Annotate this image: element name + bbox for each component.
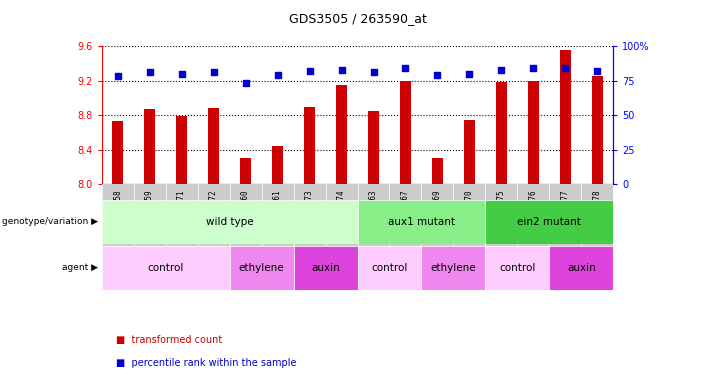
Text: control: control bbox=[372, 263, 408, 273]
Bar bbox=[560, 50, 571, 184]
Point bbox=[400, 65, 411, 71]
Point bbox=[336, 66, 347, 73]
Bar bbox=[304, 106, 315, 184]
Bar bbox=[496, 81, 507, 184]
Bar bbox=[592, 76, 603, 184]
Bar bbox=[485, 200, 613, 244]
Text: ethylene: ethylene bbox=[239, 263, 285, 273]
Text: agent ▶: agent ▶ bbox=[62, 263, 98, 272]
Point bbox=[176, 71, 187, 77]
Bar bbox=[485, 246, 550, 290]
Bar bbox=[102, 246, 230, 290]
Bar bbox=[144, 109, 155, 184]
Text: GSM179977: GSM179977 bbox=[561, 189, 570, 230]
Text: ■  percentile rank within the sample: ■ percentile rank within the sample bbox=[116, 358, 296, 368]
Text: GSM179959: GSM179959 bbox=[145, 189, 154, 230]
Text: ■  transformed count: ■ transformed count bbox=[116, 335, 222, 345]
Text: GSM179975: GSM179975 bbox=[497, 189, 506, 230]
Bar bbox=[358, 246, 421, 290]
Text: genotype/variation ▶: genotype/variation ▶ bbox=[2, 217, 98, 226]
Bar bbox=[336, 85, 347, 184]
Text: GDS3505 / 263590_at: GDS3505 / 263590_at bbox=[289, 12, 426, 25]
Text: GSM179971: GSM179971 bbox=[177, 189, 186, 230]
Bar bbox=[464, 119, 475, 184]
Point bbox=[112, 73, 123, 79]
Point bbox=[240, 80, 251, 86]
Point bbox=[464, 71, 475, 77]
Bar bbox=[176, 116, 187, 184]
Bar bbox=[400, 81, 411, 184]
Point bbox=[432, 72, 443, 78]
Bar bbox=[421, 246, 485, 290]
Bar bbox=[294, 246, 358, 290]
Bar bbox=[230, 246, 294, 290]
Bar bbox=[272, 146, 283, 184]
Text: control: control bbox=[499, 263, 536, 273]
Text: GSM179978: GSM179978 bbox=[593, 189, 602, 230]
Text: auxin: auxin bbox=[311, 263, 340, 273]
Point bbox=[560, 65, 571, 71]
Text: wild type: wild type bbox=[206, 217, 253, 227]
Text: GSM179958: GSM179958 bbox=[113, 189, 122, 230]
Text: ein2 mutant: ein2 mutant bbox=[517, 217, 581, 227]
Point bbox=[144, 69, 155, 75]
Point bbox=[368, 69, 379, 75]
Bar bbox=[368, 111, 379, 184]
Text: GSM179969: GSM179969 bbox=[433, 189, 442, 230]
Point bbox=[304, 68, 315, 74]
Bar bbox=[432, 158, 443, 184]
Bar bbox=[528, 81, 539, 184]
Point bbox=[496, 66, 507, 73]
Text: control: control bbox=[147, 263, 184, 273]
Text: GSM179976: GSM179976 bbox=[529, 189, 538, 230]
Point bbox=[208, 69, 219, 75]
Text: aux1 mutant: aux1 mutant bbox=[388, 217, 455, 227]
Text: GSM179960: GSM179960 bbox=[241, 189, 250, 230]
Text: ethylene: ethylene bbox=[430, 263, 476, 273]
Bar bbox=[240, 158, 251, 184]
Point bbox=[592, 68, 603, 74]
Text: GSM179973: GSM179973 bbox=[305, 189, 314, 230]
Text: GSM179970: GSM179970 bbox=[465, 189, 474, 230]
Bar bbox=[358, 200, 485, 244]
Text: GSM179967: GSM179967 bbox=[401, 189, 410, 230]
Text: GSM179963: GSM179963 bbox=[369, 189, 378, 230]
Point bbox=[272, 72, 283, 78]
Bar bbox=[102, 200, 358, 244]
Bar bbox=[112, 121, 123, 184]
Text: GSM179974: GSM179974 bbox=[337, 189, 346, 230]
Bar bbox=[550, 246, 613, 290]
Bar bbox=[208, 108, 219, 184]
Text: auxin: auxin bbox=[567, 263, 596, 273]
Text: GSM179961: GSM179961 bbox=[273, 189, 282, 230]
Text: GSM179972: GSM179972 bbox=[209, 189, 218, 230]
Point bbox=[528, 65, 539, 71]
